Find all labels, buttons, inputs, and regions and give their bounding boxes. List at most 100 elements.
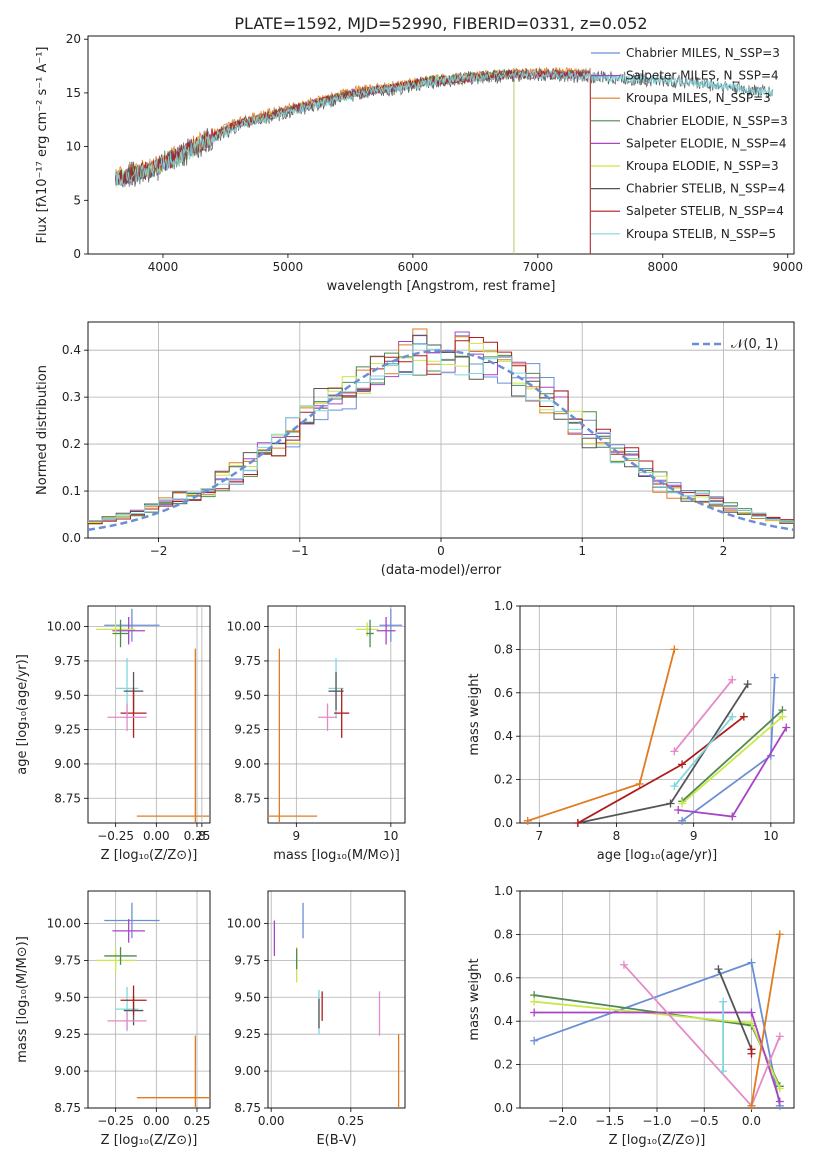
x-tick-label: 0.00 (143, 829, 170, 843)
y-tick-label: 9.50 (234, 688, 261, 702)
plot-frame (267, 890, 406, 1109)
x-tick-label: −0.25 (97, 1114, 134, 1128)
y-tick-label: 0.8 (494, 642, 513, 656)
errorbar-point-3 (112, 619, 129, 648)
errorbar-point-6 (120, 985, 147, 1015)
weight-marker (530, 997, 539, 1006)
x-tick-label: 0.00 (258, 1114, 285, 1128)
x-tick-label: −1 (291, 544, 309, 558)
errorbar-point-7 (318, 703, 337, 731)
weight-marker (670, 782, 679, 791)
x-tick-label: 8000 (648, 260, 679, 274)
histogram-group (88, 328, 794, 532)
weight-line-5 (678, 727, 788, 818)
x-tick-label: 9 (293, 829, 301, 843)
y-axis-label: Flux [fλ10⁻¹⁷ erg cm⁻² s⁻¹ A⁻¹] (35, 47, 50, 244)
y-tick-label: 0 (73, 247, 81, 261)
weight-marker (775, 1084, 784, 1093)
y-tick-label: 0.0 (494, 816, 513, 830)
errorbar-point-3 (104, 947, 137, 965)
y-tick-label: 0.2 (494, 1058, 513, 1072)
x-axis-label: age [log₁₀(age/yr)] (597, 848, 718, 863)
x-tick-label: 4000 (148, 260, 179, 274)
y-tick-label: 8.75 (54, 791, 81, 805)
x-axis-label: (data-model)/error (381, 563, 502, 578)
x-axis-label: E(B-V) (316, 1133, 356, 1148)
errorbar-point-1 (376, 616, 396, 645)
y-tick-label: 9.00 (234, 1064, 261, 1078)
errorbar-point-8 (268, 648, 318, 823)
y-tick-label: 20 (66, 32, 81, 46)
weight-line-7 (681, 716, 783, 805)
errorbar-point-0 (104, 902, 160, 939)
y-axis-label: mass weight (467, 958, 482, 1040)
y-tick-label: 10.00 (47, 916, 81, 930)
weight-marker (782, 723, 791, 732)
spectrum-line-8 (115, 70, 774, 187)
y-tick-label: 9.25 (54, 723, 81, 737)
y-tick-label: 1.0 (494, 599, 513, 613)
weight-marker (728, 812, 737, 821)
weight-marker (714, 965, 723, 974)
weight-marker (747, 1101, 756, 1110)
y-tick-label: 0.6 (494, 686, 513, 700)
x-tick-label: 9 (690, 829, 698, 843)
y-tick-label: 0.2 (62, 437, 81, 451)
y-tick-label: 0.0 (494, 1101, 513, 1115)
plot-frame (87, 605, 211, 824)
y-tick-label: 0.6 (494, 971, 513, 985)
errorbar-point-8 (136, 648, 210, 823)
errorbar-point-2 (355, 622, 379, 637)
x-axis-label: Z [log₁₀(Z/Z⊙)] (609, 1133, 706, 1148)
plot-frame (267, 605, 406, 824)
y-axis-label: mass [log₁₀(M/M⊙)] (15, 936, 30, 1063)
x-tick-label: 2 (720, 544, 728, 558)
weight-marker (775, 1097, 784, 1106)
errorbar-point-3 (366, 619, 374, 648)
errorbar-point-0 (104, 608, 160, 642)
legend-entry: Kroupa STELIB, N_SSP=5 (626, 227, 776, 241)
x-tick-label: 7 (535, 829, 543, 843)
y-tick-label: 9.25 (234, 1027, 261, 1041)
y-tick-label: 9.50 (54, 990, 81, 1004)
weight-marker (666, 799, 675, 808)
chart-panel-6: 0.00 0.25 8.75 9.00 9.25 9.50 9.75 10.00 E(B-V) (227, 890, 406, 1148)
errorbar-point-6 (334, 688, 350, 738)
errorbar-point-8 (136, 1035, 210, 1108)
weight-line-8 (673, 716, 733, 787)
errorbar-point-7 (107, 703, 147, 731)
legend-entry: Kroupa MILES, N_SSP=3 (626, 91, 771, 105)
y-tick-label: 9.75 (54, 654, 81, 668)
y-axis-label: age [log₁₀(age/yr)] (15, 654, 30, 775)
weight-marker (678, 816, 687, 825)
x-tick-label: 10 (383, 829, 398, 843)
weight-marker (747, 1045, 756, 1054)
weight-marker (743, 680, 752, 689)
y-tick-label: 10.00 (227, 620, 261, 634)
weight-line-5 (750, 934, 781, 1106)
weight-marker (775, 1032, 784, 1041)
x-tick-label: 0.25 (337, 1114, 364, 1128)
weight-marker (728, 712, 737, 721)
x-tick-label: 0.25 (184, 829, 211, 843)
y-tick-label: 10.00 (227, 916, 261, 930)
weight-line-2 (577, 683, 749, 824)
chart-panel-3: 8 9 10 8.75 9.00 9.25 9.50 9.75 10.00 mass [log₁₀… (198, 605, 406, 863)
legend-entry: Salpeter ELODIE, N_SSP=4 (626, 136, 787, 150)
y-tick-label: 0.3 (62, 390, 81, 404)
x-tick-label: 0 (437, 544, 445, 558)
weight-marker (770, 673, 779, 682)
y-tick-label: 9.00 (54, 1064, 81, 1078)
weight-line-6 (681, 709, 784, 802)
weight-marker (678, 799, 687, 808)
y-tick-label: 8.75 (234, 791, 261, 805)
errorbar-point-1 (112, 616, 145, 645)
x-tick-label: 6000 (398, 260, 429, 274)
x-axis-label: mass [log₁₀(M/M⊙)] (273, 848, 400, 863)
y-tick-label: 0.8 (494, 927, 513, 941)
chart-panel-0: 4000 5000 6000 7000 8000 9000 0 5 10 15 20 waveleng… (35, 14, 803, 294)
x-tick-label: 5000 (273, 260, 304, 274)
plot-frame (519, 890, 795, 1109)
x-tick-label: −0.5 (690, 1114, 719, 1128)
weight-marker (719, 997, 728, 1006)
